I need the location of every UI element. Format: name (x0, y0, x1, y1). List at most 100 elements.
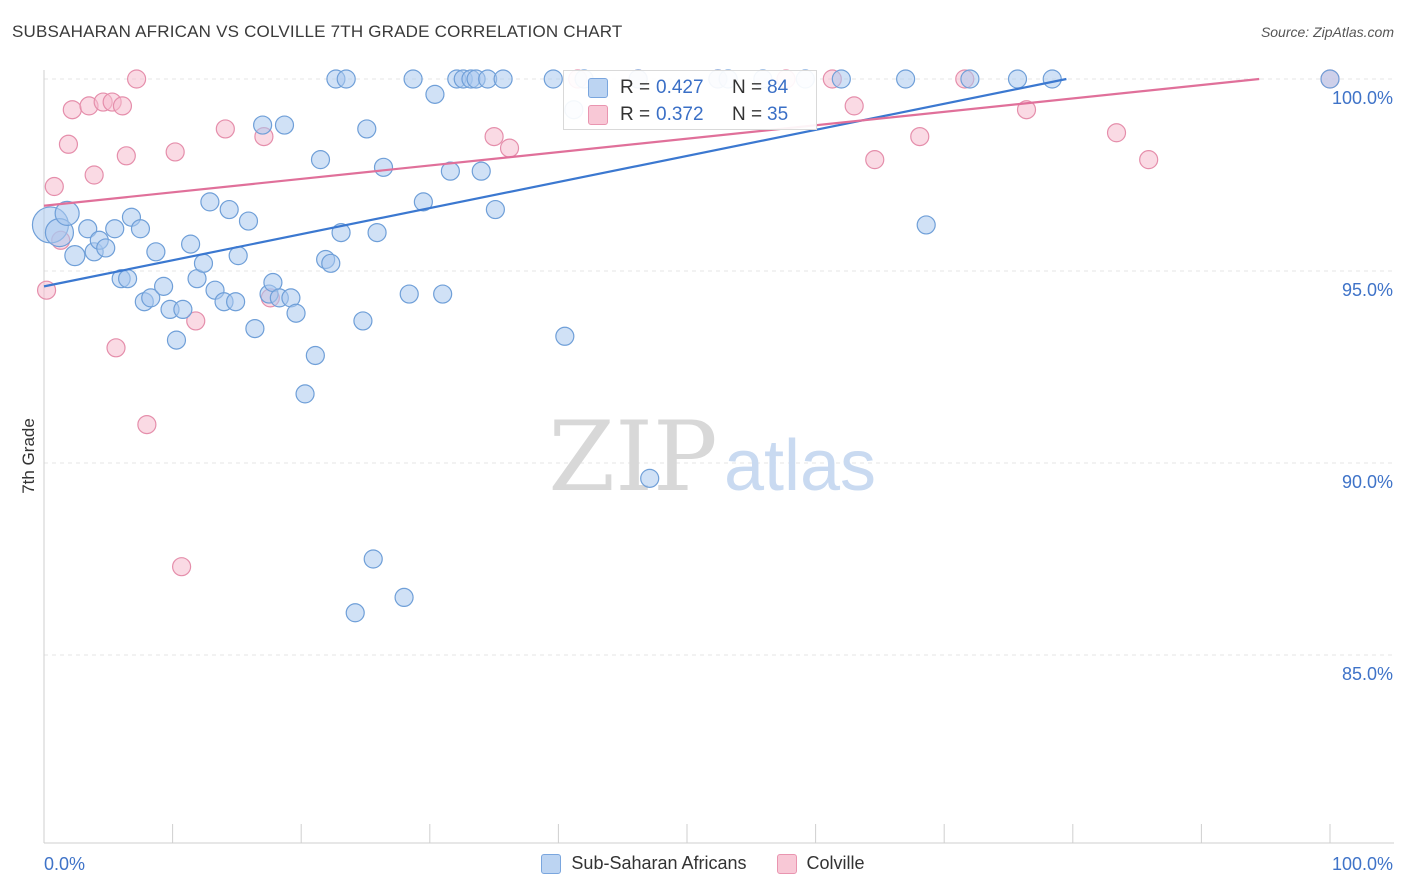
data-point (413, 192, 433, 212)
data-point (916, 215, 936, 235)
watermark-atlas: atlas (724, 426, 876, 506)
data-point (425, 84, 445, 104)
data-point (373, 157, 394, 177)
stats-legend: R = 0.427 N = 84 R = 0.372 N = 35 (563, 70, 817, 130)
data-point (181, 234, 201, 254)
legend: Sub-Saharan Africans Colville (0, 853, 1406, 874)
data-point (286, 303, 306, 323)
watermark-zip: ZIP (548, 401, 717, 513)
data-point (305, 345, 325, 366)
pink-swatch (588, 104, 608, 125)
data-point (253, 115, 273, 135)
data-point (146, 242, 166, 262)
data-point (238, 211, 259, 231)
r-label: R = (620, 76, 651, 98)
data-point (165, 142, 185, 162)
n-value: 84 (767, 76, 789, 98)
data-point (78, 219, 98, 239)
data-point (336, 69, 356, 89)
data-point (106, 338, 126, 358)
n-value: 35 (767, 103, 789, 125)
stats-row-blue: R = 0.427 N = 84 (564, 74, 816, 101)
x-tick-label: 0.0% (44, 854, 85, 874)
data-point (1007, 69, 1028, 89)
data-point (471, 161, 491, 181)
legend-item-sub-saharan[interactable]: Sub-Saharan Africans (541, 853, 747, 874)
legend-label-blue: Sub-Saharan Africans (571, 853, 747, 873)
data-point (399, 284, 419, 304)
data-point (394, 587, 414, 608)
series-sub-saharan-africans (31, 69, 1340, 623)
r-value: 0.427 (656, 76, 704, 98)
grid (44, 78, 1394, 656)
y-axis-label: 7th Grade (19, 418, 38, 494)
data-point (440, 161, 460, 181)
data-point (1016, 100, 1037, 120)
data-point (555, 326, 575, 346)
trend-lines (43, 77, 1260, 288)
data-point (105, 219, 125, 239)
tick-labels: 100.0% 95.0% 90.0% 85.0% 0.0% 100.0% 7th Grade (19, 88, 1393, 874)
data-point (353, 311, 373, 331)
data-point (116, 146, 136, 166)
data-point (226, 292, 246, 312)
data-point (64, 245, 86, 267)
data-point (896, 69, 916, 89)
data-point (1106, 123, 1127, 143)
data-point (543, 69, 563, 89)
data-point (1320, 69, 1340, 89)
data-point (215, 119, 235, 139)
data-point (58, 134, 79, 154)
data-point (403, 69, 423, 89)
blue-swatch (588, 77, 608, 98)
data-point (172, 557, 192, 577)
data-point (640, 468, 660, 488)
data-point (44, 176, 64, 197)
data-point (141, 288, 161, 308)
data-point (484, 127, 504, 147)
n-label: N = (732, 103, 763, 125)
n-label: N = (732, 76, 763, 98)
y-tick-label: 100.0% (1332, 88, 1393, 108)
y-tick-label: 95.0% (1342, 280, 1393, 300)
legend-item-colville[interactable]: Colville (776, 853, 865, 874)
trend-line-pink (43, 77, 1260, 207)
data-point (219, 199, 239, 220)
data-point (1139, 150, 1159, 170)
axes (43, 70, 1394, 844)
r-value: 0.372 (656, 103, 704, 125)
r-label: R = (620, 103, 651, 125)
data-point (245, 319, 265, 339)
data-point (130, 219, 151, 239)
legend-label-pink: Colville (806, 853, 865, 873)
y-tick-label: 90.0% (1342, 472, 1393, 492)
data-point (433, 284, 453, 304)
legend-swatch-blue (541, 853, 562, 874)
legend-swatch-pink (776, 853, 797, 874)
data-point (166, 330, 187, 350)
data-point (831, 69, 851, 89)
data-point (363, 549, 383, 569)
source-label: Source: ZipAtlas.com (1260, 24, 1394, 40)
data-point (200, 192, 220, 212)
data-point (62, 100, 82, 120)
watermark: ZIP atlas (548, 401, 876, 513)
chart-title: SUBSAHARAN AFRICAN VS COLVILLE 7TH GRADE… (12, 22, 623, 41)
data-point (186, 311, 206, 331)
data-point (367, 223, 387, 243)
data-point (865, 150, 885, 170)
data-point (960, 69, 980, 89)
data-point (1042, 69, 1062, 89)
stats-row-pink: R = 0.372 N = 35 (564, 101, 816, 128)
data-point (173, 299, 193, 319)
data-point (193, 253, 214, 273)
data-point (274, 115, 295, 135)
data-point (295, 384, 315, 404)
data-point (357, 119, 377, 139)
y-tick-label: 85.0% (1342, 664, 1393, 684)
data-point (910, 127, 930, 147)
data-point (844, 96, 864, 116)
data-point (112, 96, 133, 116)
x-tick-label: 100.0% (1332, 854, 1393, 874)
